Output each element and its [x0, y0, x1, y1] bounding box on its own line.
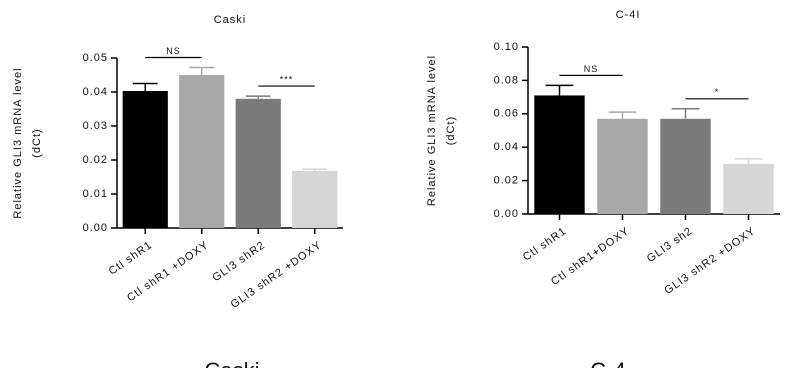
- y-axis-label: Relative GLI3 mRNA level: [426, 55, 438, 206]
- y-tick-label: 0.08: [494, 74, 519, 86]
- y-tick-label: 0.04: [83, 86, 108, 98]
- y-tick-label: 0.06: [494, 108, 519, 120]
- y-axis-label: Relative GLI3 mRNA level: [12, 67, 24, 218]
- error-bar: [545, 84, 574, 96]
- caption: C-4: [590, 358, 625, 368]
- y-tick-label: 0.00: [83, 222, 108, 234]
- significance-label: *: [715, 87, 720, 97]
- error-bar: [671, 108, 700, 119]
- x-tick-label: Ctl shR1: [521, 225, 569, 264]
- error-bar: [302, 168, 328, 171]
- caption: Caski: [204, 358, 259, 368]
- bar: [660, 118, 711, 214]
- y-axis-label: (dCt): [445, 116, 457, 145]
- y-tick-label: 0.02: [83, 154, 108, 166]
- y-tick-label: 0.01: [83, 188, 108, 200]
- x-tick-label: GLI3 shR2: [210, 239, 267, 284]
- y-tick-label: 0.00: [494, 208, 519, 220]
- error-bar: [608, 111, 637, 119]
- chart-title: Caski: [214, 14, 247, 26]
- bar: [292, 170, 338, 228]
- significance-label: NS: [166, 46, 181, 56]
- bar: [179, 75, 225, 228]
- bar: [534, 95, 585, 214]
- y-tick-label: 0.03: [83, 120, 108, 132]
- bar: [122, 90, 168, 228]
- bar: [597, 118, 648, 214]
- significance-label: NS: [584, 64, 599, 74]
- y-tick-label: 0.05: [83, 52, 108, 64]
- error-bar: [132, 82, 158, 91]
- x-tick-label: Ctl shR1: [107, 239, 155, 278]
- y-tick-label: 0.10: [494, 41, 519, 53]
- y-axis-label: (dCt): [31, 128, 43, 157]
- x-tick-label: GLI3 sh2: [645, 225, 695, 265]
- bar: [723, 163, 774, 214]
- y-tick-label: 0.02: [494, 175, 519, 187]
- error-bar: [189, 66, 215, 75]
- chart-title: C-4I: [616, 9, 641, 21]
- x-tick-label: GLI3 shR2 +DOXY: [229, 239, 325, 311]
- y-tick-label: 0.04: [494, 141, 519, 153]
- bar: [235, 98, 281, 228]
- error-bar: [734, 158, 763, 164]
- error-bar: [245, 95, 271, 99]
- significance-label: ***: [280, 74, 294, 84]
